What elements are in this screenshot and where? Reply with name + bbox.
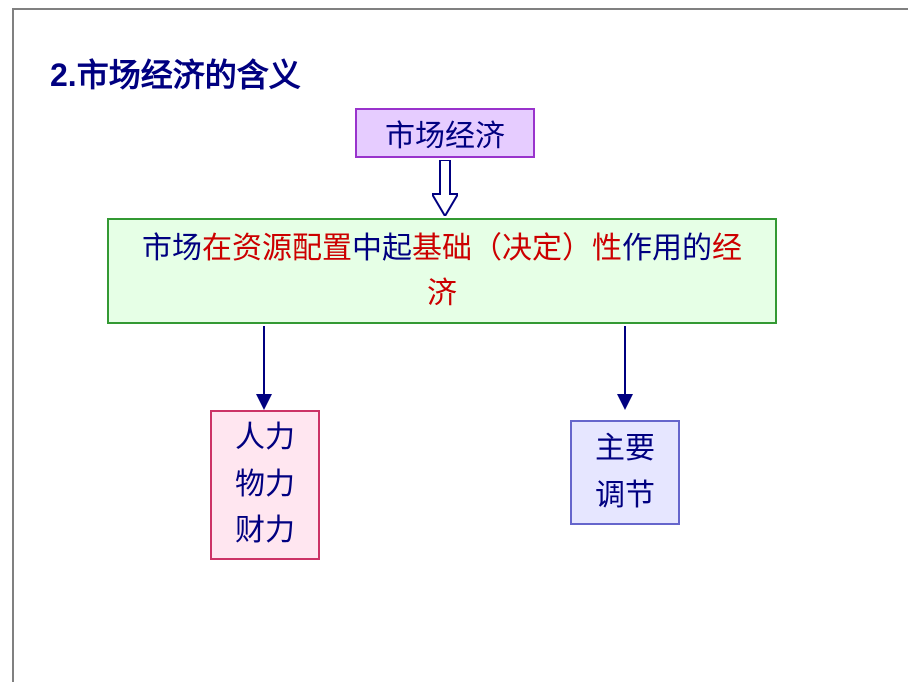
top-box: 市场经济 [355,108,535,158]
regulation-line: 调节 [595,473,655,520]
arrow-right-line [624,326,626,396]
hollow-down-arrow-icon [432,160,458,216]
top-box-text: 市场经济 [385,111,505,155]
definition-segment: 基础（决定）性 [412,232,622,265]
definition-segment: 作用的 [622,232,712,265]
slide-title: 2.市场经济的含义 [50,50,301,96]
regulation-line: 主要 [595,426,655,473]
resources-line: 物力 [235,462,295,509]
regulation-box: 主要调节 [570,420,680,525]
definition-segment: 中起 [352,232,412,265]
arrow-right-head-icon [617,394,633,410]
definition-segment: 市场 [142,232,202,265]
resources-box: 人力物力财力 [210,410,320,560]
definition-box: 市场在资源配置中起基础（决定）性作用的经济 [107,218,777,324]
arrow-left-line [263,326,265,396]
resources-line: 财力 [235,508,295,555]
definition-segment: 资源配置 [232,232,352,265]
definition-text: 市场在资源配置中起基础（决定）性作用的经济 [129,226,755,316]
arrow-left-head-icon [256,394,272,410]
definition-segment: 在 [202,232,232,265]
resources-line: 人力 [235,415,295,462]
